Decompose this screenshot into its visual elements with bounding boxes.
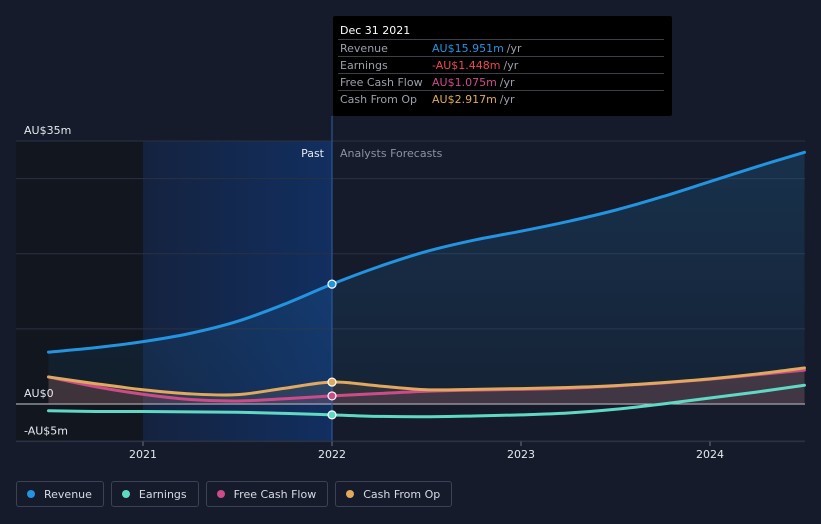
forecast-label: Analysts Forecasts <box>340 147 443 160</box>
tooltip-value: AU$15.951m/yr <box>432 42 522 55</box>
legend-label: Cash From Op <box>363 487 441 501</box>
x-tick-label: 2024 <box>696 448 724 461</box>
data-tooltip: Dec 31 2021 Revenue AU$15.951m/yr Earnings… <box>333 16 672 116</box>
tooltip-label: Cash From Op <box>340 93 418 106</box>
y-tick-label: AU$35m <box>24 124 71 137</box>
chart-legend: Revenue Earnings Free Cash Flow Cash From O… <box>16 481 453 509</box>
tooltip-label: Free Cash Flow <box>340 76 423 89</box>
revenue-area <box>48 152 805 404</box>
tooltip-row: Free Cash Flow AU$1.075m/yr <box>338 73 664 91</box>
y-tick-label: AU$0 <box>24 387 54 400</box>
tooltip-label: Revenue <box>340 42 388 55</box>
cash-from-op-point <box>327 377 337 387</box>
x-tick-label: 2022 <box>318 448 346 461</box>
legend-dot-icon <box>216 490 225 498</box>
legend-item-earnings[interactable]: Earnings <box>110 481 199 507</box>
legend-label: Revenue <box>44 487 92 501</box>
legend-label: Earnings <box>138 487 187 501</box>
free-cash-flow-area <box>48 370 805 404</box>
tooltip-row: Cash From Op AU$2.917m/yr <box>338 90 664 108</box>
x-tick-label: 2023 <box>507 448 535 461</box>
y-tick-label: -AU$5m <box>24 425 68 438</box>
legend-item-cash-from-op[interactable]: Cash From Op <box>335 481 453 507</box>
tooltip-row: Revenue AU$15.951m/yr <box>338 39 664 57</box>
free-cash-flow-point <box>327 391 337 401</box>
tooltip-date: Dec 31 2021 <box>340 24 411 37</box>
legend-item-free-cash-flow[interactable]: Free Cash Flow <box>205 481 329 507</box>
tooltip-label: Earnings <box>340 59 388 72</box>
legend-item-revenue[interactable]: Revenue <box>16 481 104 507</box>
earnings-line <box>47 383 806 419</box>
earnings-point <box>327 410 337 420</box>
revenue-point <box>327 279 337 289</box>
tooltip-row: Earnings -AU$1.448m/yr <box>338 56 664 74</box>
legend-dot-icon <box>346 490 355 498</box>
tooltip-value: AU$1.075m/yr <box>432 76 515 89</box>
past-label: Past <box>301 147 325 160</box>
legend-label: Free Cash Flow <box>233 487 317 501</box>
tooltip-value: AU$2.917m/yr <box>432 93 515 106</box>
legend-dot-icon <box>121 490 130 498</box>
legend-dot-icon <box>27 490 35 498</box>
x-tick-label: 2021 <box>129 448 157 461</box>
revenue-line <box>47 150 806 354</box>
cash-from-op-line <box>47 366 806 397</box>
tooltip-value: -AU$1.448m/yr <box>432 59 519 72</box>
